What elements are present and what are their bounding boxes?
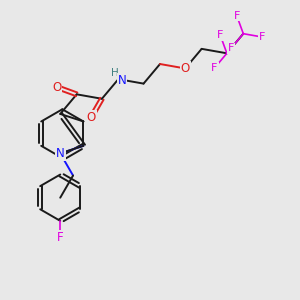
- Text: F: F: [211, 63, 218, 73]
- Text: N: N: [118, 74, 126, 87]
- Text: F: F: [233, 11, 240, 20]
- Text: F: F: [228, 44, 234, 53]
- Text: F: F: [217, 30, 224, 40]
- Text: F: F: [259, 32, 266, 42]
- Text: O: O: [87, 111, 96, 124]
- Text: O: O: [52, 80, 61, 94]
- Text: O: O: [181, 62, 190, 75]
- Text: H: H: [111, 68, 119, 78]
- Text: N: N: [56, 147, 64, 160]
- Text: F: F: [57, 231, 64, 244]
